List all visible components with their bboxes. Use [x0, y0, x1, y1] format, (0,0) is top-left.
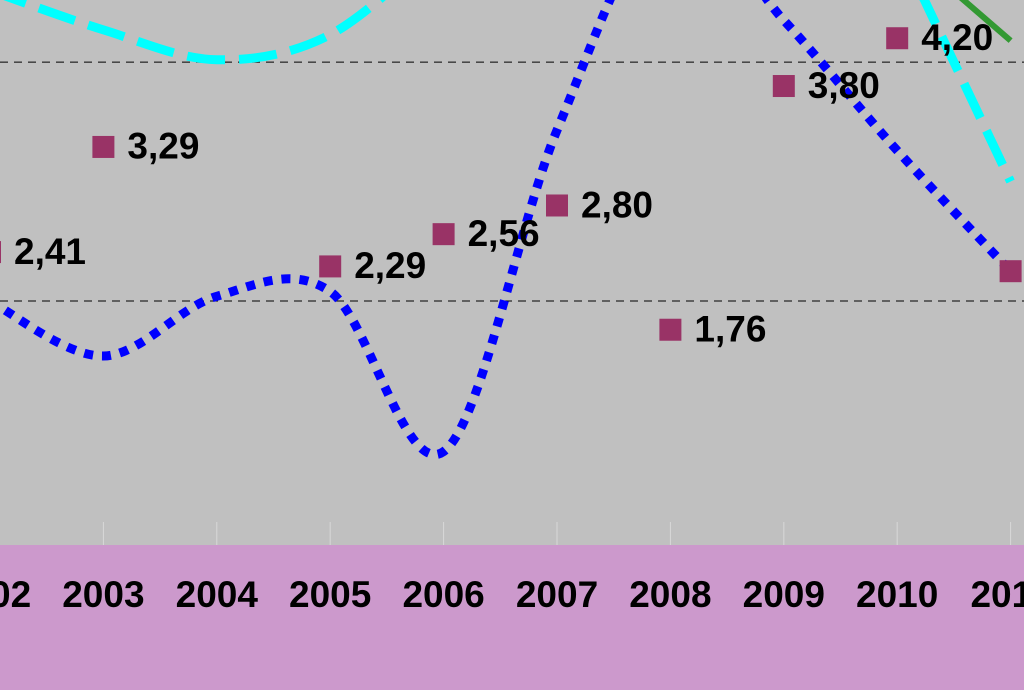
value-label: 2,29	[354, 245, 426, 286]
marker	[92, 135, 115, 158]
x-tick-label: 2004	[176, 574, 259, 615]
x-tick-label: 2005	[289, 574, 371, 615]
x-axis-band	[0, 545, 1024, 690]
x-tick-label: 2011	[970, 574, 1024, 615]
marker	[999, 260, 1022, 283]
x-tick-label: 2006	[402, 574, 484, 615]
x-tick-label: 2009	[743, 574, 825, 615]
x-tick-label: 2007	[516, 574, 598, 615]
marker	[319, 255, 342, 278]
x-tick-label: 2008	[629, 574, 711, 615]
x-tick-label: 2003	[62, 574, 144, 615]
marker	[659, 318, 682, 341]
marker	[886, 27, 909, 50]
marker	[772, 75, 795, 98]
x-tick-label: 2002	[0, 574, 31, 615]
x-tick-label: 2010	[856, 574, 938, 615]
value-label: 1,76	[694, 309, 766, 350]
line	[958, 0, 1013, 43]
value-label: 3,80	[808, 65, 880, 106]
value-label: 2,56	[468, 213, 540, 254]
line	[0, 0, 1014, 459]
marker	[432, 223, 455, 246]
value-label: 2,41	[14, 231, 86, 272]
marker	[0, 241, 1, 264]
value-label: 4,20	[921, 17, 993, 58]
value-label: 2,80	[581, 184, 653, 225]
value-label: 3,29	[127, 126, 199, 167]
marker	[546, 194, 568, 217]
line	[919, 0, 1015, 184]
line	[3, 0, 386, 65]
